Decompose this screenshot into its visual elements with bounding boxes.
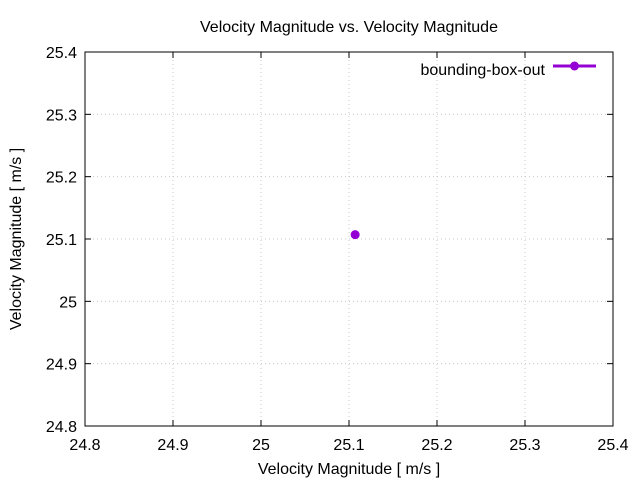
ticks bbox=[84, 51, 614, 427]
y-tick-label: 25.4 bbox=[46, 45, 77, 62]
x-tick-label: 24.8 bbox=[69, 437, 100, 454]
y-tick-labels: 24.8 24.9 25 25.1 25.2 25.3 25.4 bbox=[46, 45, 77, 436]
x-tick-label: 24.9 bbox=[157, 437, 188, 454]
y-tick-label: 25 bbox=[59, 294, 77, 311]
x-tick-labels: 24.8 24.9 25 25.1 25.2 25.3 25.4 bbox=[69, 437, 628, 454]
y-tick-label: 25.3 bbox=[46, 107, 77, 124]
data-point bbox=[350, 230, 360, 240]
grid bbox=[85, 52, 613, 426]
y-axis-label: Velocity Magnitude [ m/s ] bbox=[8, 148, 25, 330]
x-tick-label: 25.2 bbox=[421, 437, 452, 454]
y-tick-label: 24.9 bbox=[46, 357, 77, 374]
y-tick-label: 24.8 bbox=[46, 419, 77, 436]
chart-title: Velocity Magnitude vs. Velocity Magnitud… bbox=[200, 19, 498, 36]
x-tick-label: 25.1 bbox=[333, 437, 364, 454]
data-points bbox=[350, 230, 360, 240]
x-axis-label: Velocity Magnitude [ m/s ] bbox=[258, 461, 440, 478]
x-tick-label: 25 bbox=[252, 437, 270, 454]
legend-marker bbox=[570, 61, 579, 71]
x-tick-label: 25.3 bbox=[509, 437, 540, 454]
y-tick-label: 25.1 bbox=[46, 232, 77, 249]
legend: bounding-box-out bbox=[420, 61, 596, 79]
legend-label: bounding-box-out bbox=[420, 62, 545, 79]
y-tick-label: 25.2 bbox=[46, 170, 77, 187]
x-tick-label: 25.4 bbox=[597, 437, 628, 454]
